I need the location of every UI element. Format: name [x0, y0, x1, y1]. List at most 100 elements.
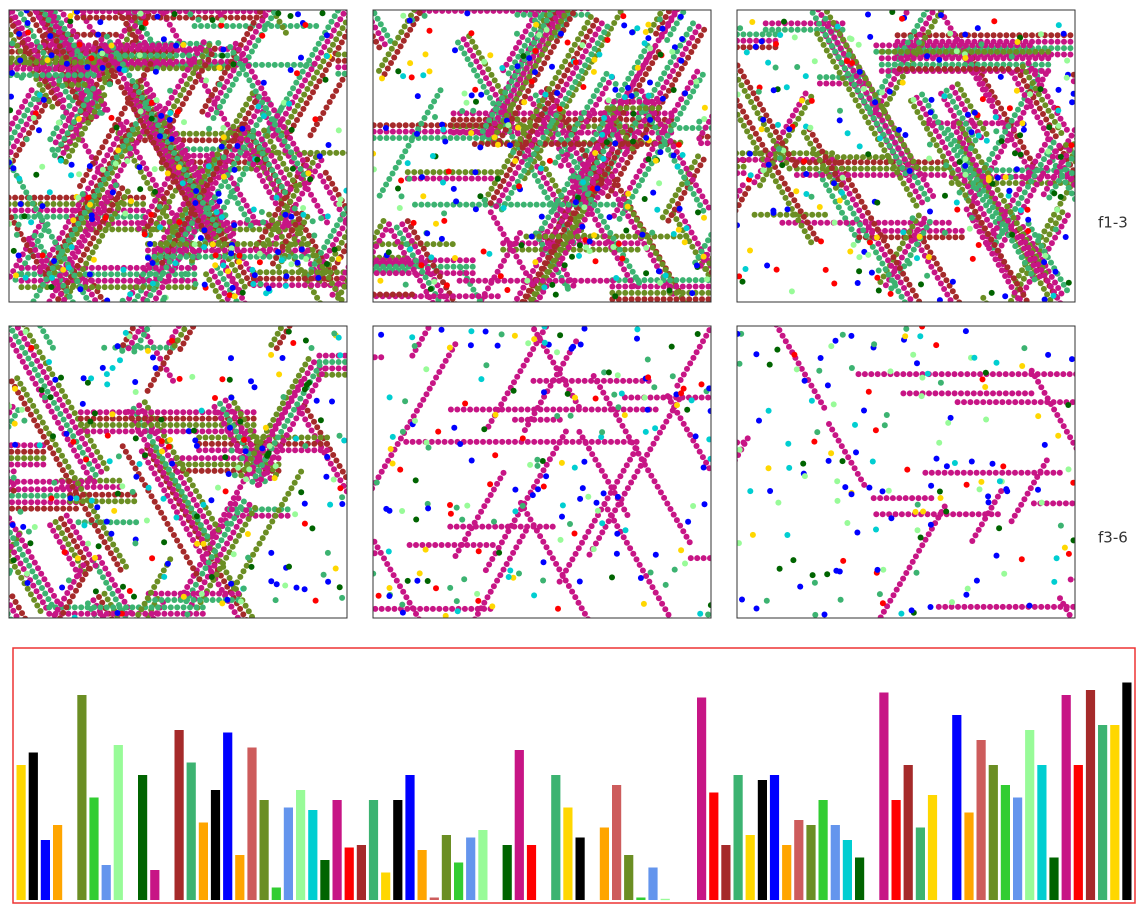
cell	[384, 148, 390, 154]
cell	[158, 247, 164, 253]
cell	[218, 183, 224, 189]
cell	[268, 139, 274, 145]
cell	[211, 115, 217, 121]
cell	[44, 207, 50, 213]
cell	[105, 319, 111, 325]
cell	[366, 167, 372, 173]
cell	[347, 282, 353, 288]
cell	[134, 214, 140, 220]
cell	[141, 46, 147, 52]
cell	[114, 154, 120, 160]
cell	[17, 57, 23, 63]
cell	[225, 184, 231, 190]
cell	[289, 227, 295, 233]
cell	[207, 225, 213, 231]
cell	[141, 0, 147, 1]
cell	[86, 223, 92, 229]
cell	[147, 171, 153, 177]
cell	[303, 256, 309, 262]
cell	[144, 67, 150, 73]
cell	[352, 203, 358, 209]
cell	[320, 58, 326, 64]
cell	[353, 234, 359, 240]
cell	[214, 151, 220, 157]
cell	[410, 150, 416, 156]
cell	[29, 125, 35, 131]
cell	[323, 77, 329, 83]
cell	[114, 50, 120, 56]
cell	[179, 284, 185, 290]
cell	[364, 195, 370, 201]
cell	[235, 327, 241, 333]
cell	[19, 195, 25, 201]
cell	[25, 30, 31, 36]
cell	[47, 252, 53, 258]
cell	[603, 247, 609, 253]
cell	[324, 261, 330, 267]
cell	[167, 46, 173, 52]
cell	[212, 46, 218, 52]
cell	[138, 11, 144, 17]
cell	[315, 465, 321, 471]
cell	[171, 241, 177, 247]
cell	[340, 225, 346, 231]
cell	[186, 201, 192, 207]
cell	[154, 106, 160, 112]
cell	[72, 59, 78, 65]
cell	[264, 276, 270, 282]
cell	[226, 143, 232, 149]
cell	[92, 174, 98, 180]
cell	[41, 97, 47, 103]
cell	[210, 217, 216, 223]
cell	[95, 169, 101, 175]
cell	[159, 187, 165, 193]
cell	[273, 255, 279, 261]
cell	[180, 59, 186, 65]
cell	[69, 244, 75, 250]
cell	[142, 137, 148, 143]
cell	[234, 118, 240, 124]
cell	[154, 52, 160, 58]
cell	[206, 126, 212, 132]
cell	[345, 308, 351, 314]
cell	[398, 111, 404, 117]
cell	[241, 211, 247, 217]
cell	[108, 271, 114, 277]
cell	[227, 292, 233, 298]
cell	[111, 141, 117, 147]
cell	[526, 247, 532, 253]
cell	[96, 238, 102, 244]
cell	[42, 318, 48, 324]
cell	[324, 53, 330, 59]
cell	[50, 265, 56, 271]
cell	[198, 209, 204, 215]
cell	[365, 181, 371, 187]
cell	[265, 96, 271, 102]
cell	[102, 195, 108, 201]
cell	[187, 76, 193, 82]
cell	[310, 160, 316, 166]
cell	[217, 198, 223, 204]
cell	[27, 72, 33, 78]
cell	[53, 139, 59, 145]
cell	[321, 244, 327, 250]
cell	[412, 52, 418, 58]
cell	[49, 275, 55, 281]
cell	[465, 2, 471, 8]
cell	[186, 342, 192, 348]
cell	[83, 261, 89, 267]
cell	[199, 68, 205, 74]
cell	[256, 337, 262, 343]
cell	[202, 83, 208, 89]
cell	[99, 322, 105, 328]
cell	[353, 269, 359, 275]
cell	[360, 241, 366, 247]
cell	[293, 183, 299, 189]
cell	[70, 201, 76, 207]
cell	[280, 161, 286, 167]
cell	[140, 380, 146, 386]
cell	[30, 17, 36, 23]
cell	[730, 134, 736, 140]
cell	[134, 369, 140, 375]
cell	[478, 8, 484, 14]
